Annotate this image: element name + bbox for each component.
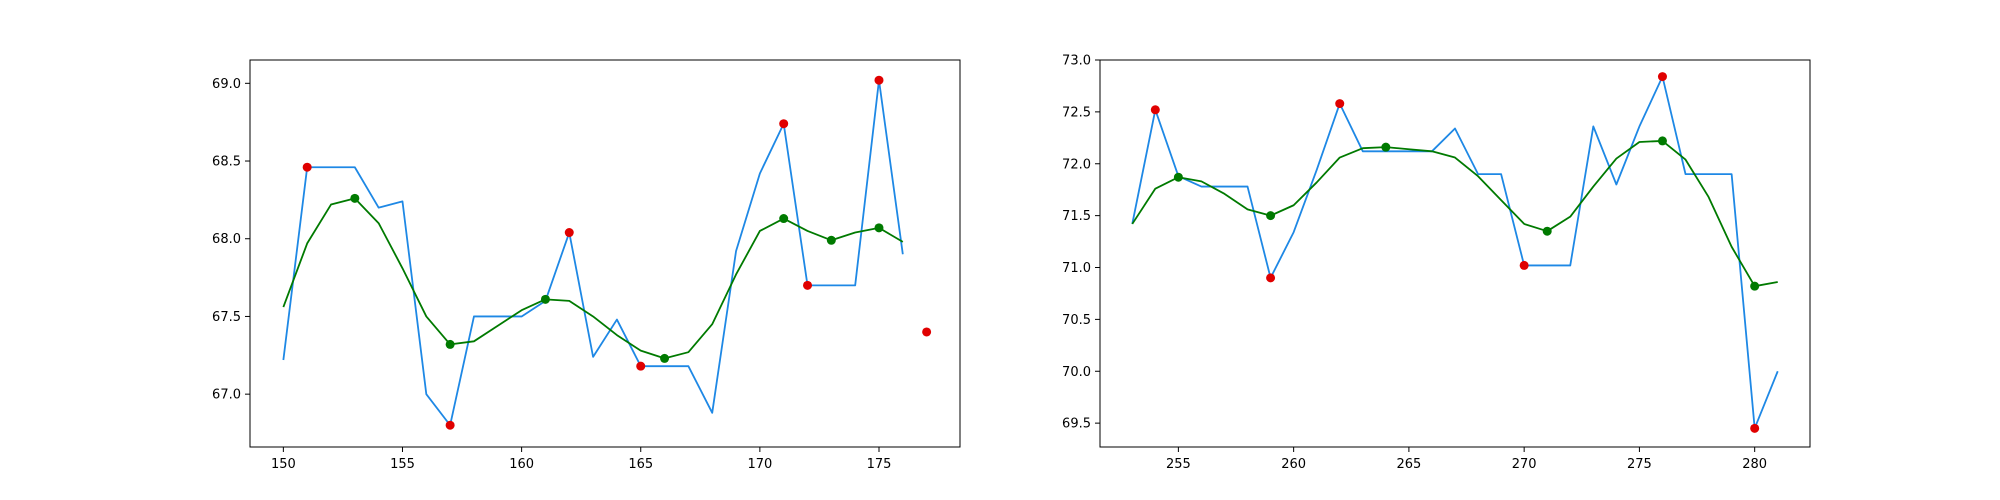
left-marker-series-0-point-2	[564, 228, 574, 238]
left-marker-series-0-point-1	[445, 420, 455, 430]
left-series-line-1	[282, 197, 904, 360]
right-marker-series-0-point-3	[1519, 260, 1529, 270]
right-y-tick-label-3: 71.0	[1062, 261, 1091, 276]
right-marker-series-0-point-4	[1657, 72, 1667, 82]
right-plot-frame	[1099, 59, 1811, 448]
right-series-line-1	[1131, 140, 1778, 288]
right-marker-series-1-point-1	[1266, 211, 1276, 221]
right-y-tick-label-4: 71.5	[1062, 209, 1091, 224]
left-y-tick-label-2: 68.0	[212, 232, 241, 247]
left-marker-series-1-point-1	[445, 339, 455, 349]
left-marker-series-0-point-6	[874, 75, 884, 85]
right-x-tick-label-2: 265	[1396, 457, 1421, 472]
left-y-tick-label-1: 67.5	[212, 310, 241, 325]
left-marker-series-1-point-3	[660, 353, 670, 363]
left-y-tick-label-0: 67.0	[212, 388, 241, 403]
left-marker-series-0-point-7	[922, 327, 932, 337]
right-marker-series-1-point-2	[1381, 142, 1391, 152]
right-series-line-0	[1131, 75, 1779, 430]
left-marker-series-1-point-0	[350, 193, 360, 203]
left-x-tick-label-2: 160	[509, 457, 534, 472]
left-marker-series-1-point-2	[540, 294, 550, 304]
chart-panel-left: 150 155 160 165 170 175 67.0 67.5 68.0 68.5 69.0	[212, 59, 961, 472]
right-x-tick-label-0: 255	[1166, 457, 1191, 472]
right-x-tick-label-5: 280	[1742, 457, 1767, 472]
left-x-tick-label-5: 175	[867, 457, 892, 472]
right-marker-series-0-point-5	[1750, 423, 1760, 433]
right-marker-series-1-point-0	[1173, 172, 1183, 182]
left-x-tick-label-1: 155	[390, 457, 415, 472]
right-marker-series-0-point-2	[1335, 99, 1345, 109]
right-y-tick-label-2: 70.5	[1062, 313, 1091, 328]
left-marker-series-0-point-5	[803, 280, 813, 290]
left-x-tick-label-4: 170	[747, 457, 772, 472]
left-y-tick-label-3: 68.5	[212, 155, 241, 170]
right-marker-series-0-point-0	[1150, 105, 1160, 115]
right-marker-series-0-point-1	[1266, 273, 1276, 283]
left-x-tick-label-3: 165	[628, 457, 653, 472]
left-marker-series-0-point-4	[779, 119, 789, 129]
right-marker-series-1-point-3	[1542, 226, 1552, 236]
right-marker-series-1-point-5	[1750, 281, 1760, 291]
right-x-tick-label-3: 270	[1512, 457, 1537, 472]
left-marker-series-0-point-0	[302, 162, 312, 172]
right-x-tick-label-1: 260	[1281, 457, 1306, 472]
right-y-tick-label-1: 70.0	[1062, 365, 1091, 380]
left-series-line-0	[282, 79, 904, 427]
right-y-tick-label-6: 72.5	[1062, 105, 1091, 120]
right-y-tick-label-5: 72.0	[1062, 157, 1091, 172]
left-marker-series-1-point-4	[779, 214, 789, 224]
left-marker-series-1-point-6	[874, 223, 884, 233]
left-y-tick-label-4: 69.0	[212, 77, 241, 92]
left-marker-series-0-point-3	[636, 361, 646, 371]
left-plot-frame	[249, 59, 961, 448]
left-x-tick-label-0: 150	[271, 457, 296, 472]
chart-panel-right: 255 260 265 270 275 280 69.5 70.0 70.5 71.0 71.5 72…	[1062, 54, 1811, 472]
right-y-tick-label-7: 73.0	[1062, 54, 1091, 69]
right-x-tick-label-4: 275	[1627, 457, 1652, 472]
right-y-tick-label-0: 69.5	[1062, 417, 1091, 432]
left-marker-series-1-point-5	[826, 235, 836, 245]
right-marker-series-1-point-4	[1657, 136, 1667, 146]
